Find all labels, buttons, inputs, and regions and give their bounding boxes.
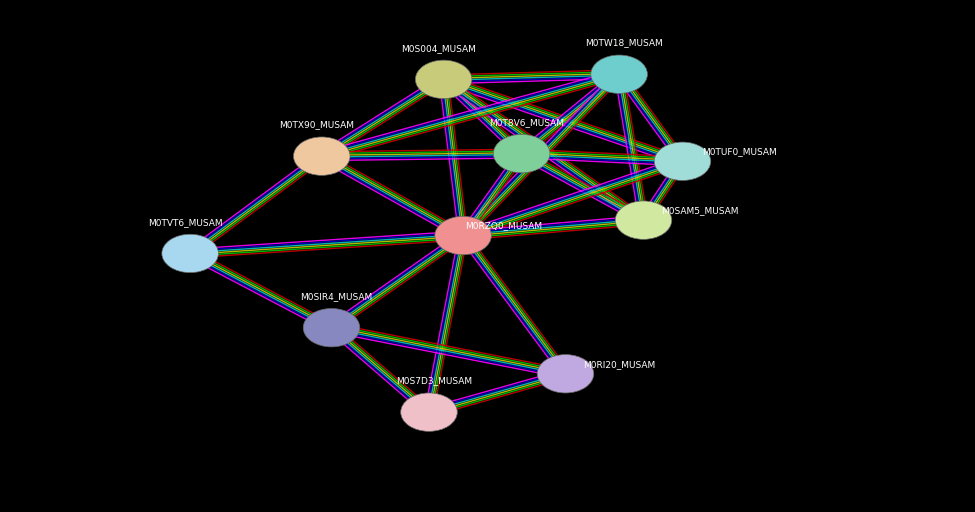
Text: M0TW18_MUSAM: M0TW18_MUSAM	[585, 38, 663, 48]
Ellipse shape	[435, 216, 491, 254]
Ellipse shape	[162, 234, 218, 272]
Ellipse shape	[615, 201, 672, 240]
Ellipse shape	[591, 55, 647, 93]
Ellipse shape	[415, 60, 472, 98]
Text: M0T8V6_MUSAM: M0T8V6_MUSAM	[489, 118, 564, 127]
Text: M0TUF0_MUSAM: M0TUF0_MUSAM	[702, 147, 776, 156]
Text: M0TVT6_MUSAM: M0TVT6_MUSAM	[148, 218, 222, 227]
Ellipse shape	[654, 142, 711, 180]
Text: M0S004_MUSAM: M0S004_MUSAM	[402, 44, 476, 53]
Ellipse shape	[303, 308, 360, 347]
Ellipse shape	[537, 354, 594, 393]
Text: M0RZQ0_MUSAM: M0RZQ0_MUSAM	[465, 221, 543, 230]
Text: M0SAM5_MUSAM: M0SAM5_MUSAM	[661, 206, 739, 215]
Ellipse shape	[293, 137, 350, 175]
Text: M0S7D3_MUSAM: M0S7D3_MUSAM	[396, 376, 472, 386]
Text: M0TX90_MUSAM: M0TX90_MUSAM	[280, 120, 354, 130]
Text: M0SIR4_MUSAM: M0SIR4_MUSAM	[300, 292, 372, 301]
Ellipse shape	[401, 393, 457, 431]
Ellipse shape	[493, 135, 550, 173]
Text: M0RI20_MUSAM: M0RI20_MUSAM	[583, 359, 655, 369]
